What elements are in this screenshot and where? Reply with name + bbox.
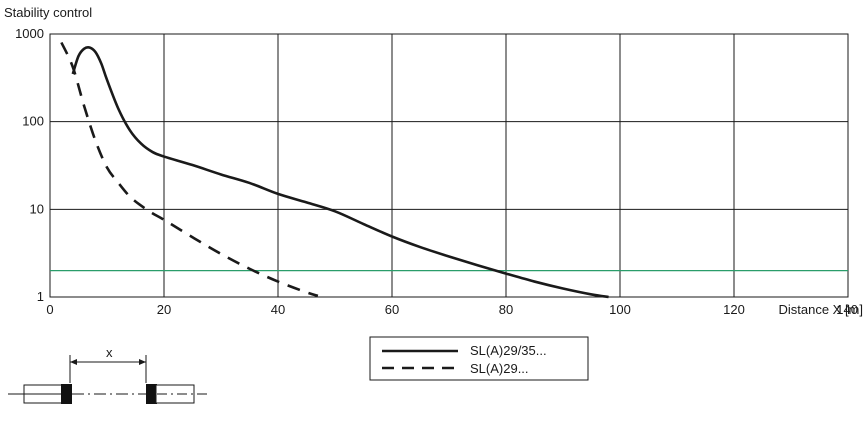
- grid: [49, 33, 849, 298]
- y-tick-label: 1: [37, 289, 44, 304]
- series-group: [60, 41, 609, 299]
- distance-label: x: [106, 345, 113, 360]
- arrow-right: [139, 359, 146, 365]
- y-tick-label: 1000: [15, 26, 44, 41]
- sensor-left-face: [61, 384, 72, 404]
- sensor-right-body: [155, 384, 195, 404]
- y-tick-label: 10: [30, 201, 44, 216]
- x-tick-label: 120: [723, 302, 745, 317]
- legend-label-2: SL(A)29...: [470, 361, 529, 376]
- sensor-distance-diagram: x: [8, 345, 210, 404]
- x-axis-title: Distance X [m]: [778, 302, 863, 317]
- x-tick-label: 80: [499, 302, 513, 317]
- y-axis-title: Stability control: [4, 5, 92, 20]
- x-tick-label: 0: [46, 302, 53, 317]
- series-line-2: [60, 41, 319, 298]
- legend-box: [369, 336, 589, 381]
- tick-labels: 0 20 40 60 80 100 120 140 1 10 100 1000: [15, 26, 858, 317]
- legend-label-1: SL(A)29/35...: [470, 343, 547, 358]
- plot-frame: [49, 33, 849, 298]
- x-tick-label: 40: [271, 302, 285, 317]
- x-tick-label: 100: [609, 302, 631, 317]
- y-tick-label: 100: [22, 114, 44, 129]
- arrow-left: [70, 359, 77, 365]
- series-line-1: [71, 45, 609, 299]
- x-tick-label: 140: [836, 302, 858, 317]
- legend: SL(A)29/35... SL(A)29...: [369, 336, 589, 381]
- x-tick-label: 60: [385, 302, 399, 317]
- sensor-right-face: [146, 384, 157, 404]
- x-tick-label: 20: [157, 302, 171, 317]
